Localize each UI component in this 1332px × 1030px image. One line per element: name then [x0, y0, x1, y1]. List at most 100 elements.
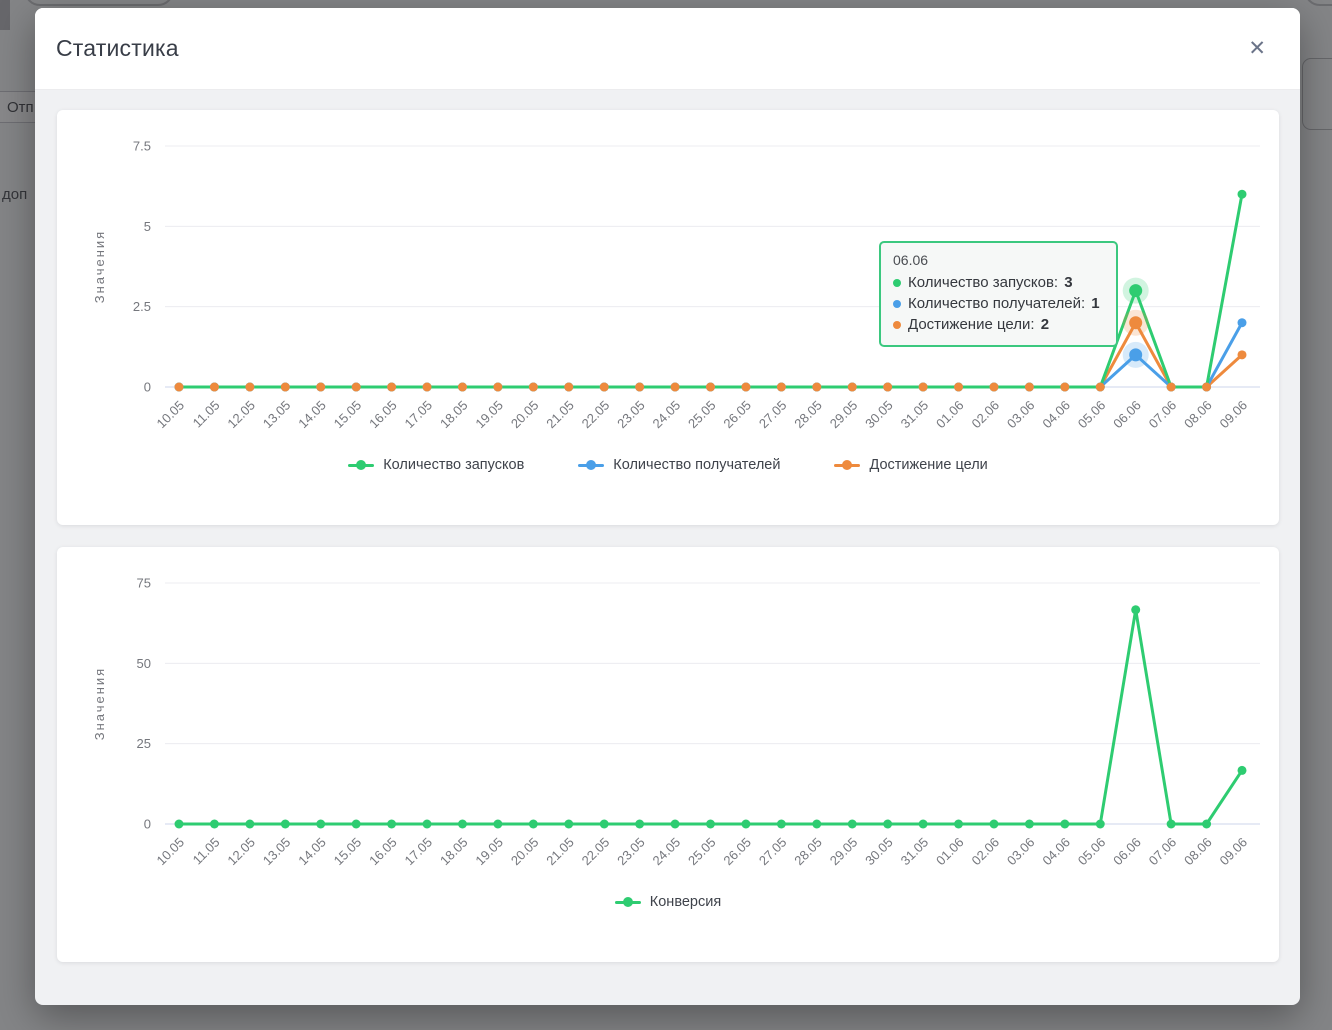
launches-chart-legend: Количество запусков Количество получателе…	[57, 457, 1279, 473]
modal-header: Статистика ✕	[35, 8, 1300, 90]
data-point	[883, 819, 893, 829]
data-point	[564, 819, 574, 829]
x-tick-label: 24.05	[650, 835, 684, 869]
x-tick-label: 01.06	[933, 398, 967, 432]
tooltip-row: Количество получателей: 1	[893, 293, 1104, 314]
x-tick-label: 11.05	[190, 398, 223, 431]
x-tick-label: 31.05	[898, 835, 932, 869]
data-point	[280, 382, 290, 392]
data-point	[1024, 382, 1034, 392]
data-point	[493, 382, 503, 392]
x-tick-label: 29.05	[827, 398, 861, 432]
x-tick-label: 20.05	[508, 835, 542, 869]
data-point	[280, 819, 290, 829]
x-tick-label: 22.05	[579, 398, 613, 432]
data-point	[1166, 382, 1176, 392]
tooltip-row: Достижение цели: 2	[893, 314, 1104, 335]
x-tick-label: 23.05	[614, 835, 648, 869]
data-point	[1237, 350, 1247, 360]
x-tick-label: 18.05	[437, 398, 471, 432]
x-tick-label: 15.05	[331, 398, 365, 432]
x-tick-label: 26.05	[720, 398, 754, 432]
x-tick-label: 14.05	[295, 835, 329, 869]
data-point	[776, 819, 786, 829]
x-tick-label: 27.05	[756, 835, 790, 869]
y-tick-label: 5	[144, 219, 151, 234]
x-tick-label: 09.06	[1217, 398, 1251, 432]
x-tick-label: 03.06	[1004, 835, 1038, 869]
x-tick-label: 21.05	[543, 835, 577, 869]
x-tick-label: 05.06	[1075, 835, 1109, 869]
data-point	[528, 382, 538, 392]
legend-label: Достижение цели	[869, 457, 988, 473]
legend-item[interactable]: Количество запусков	[348, 457, 524, 473]
x-tick-label: 19.05	[472, 398, 506, 432]
tooltip-series-value: 1	[1091, 295, 1100, 312]
data-point	[564, 382, 574, 392]
x-tick-label: 02.06	[968, 835, 1002, 869]
data-point	[670, 382, 680, 392]
tooltip-series-dot-icon	[893, 299, 901, 308]
data-point	[741, 382, 751, 392]
data-point	[989, 819, 999, 829]
data-point	[1237, 765, 1247, 775]
tooltip-date: 06.06	[893, 252, 929, 268]
data-point	[599, 382, 609, 392]
x-tick-label: 29.05	[827, 835, 861, 869]
x-tick-label: 04.06	[1039, 398, 1073, 432]
x-tick-label: 19.05	[472, 835, 506, 869]
data-point	[1166, 819, 1176, 829]
data-point	[528, 819, 538, 829]
x-tick-label: 05.06	[1075, 398, 1109, 432]
x-tick-label: 08.06	[1181, 835, 1215, 869]
x-tick-label: 23.05	[614, 398, 648, 432]
close-icon[interactable]: ✕	[1248, 37, 1266, 60]
x-tick-label: 11.05	[190, 835, 223, 868]
x-tick-label: 10.05	[154, 835, 188, 869]
x-tick-label: 07.06	[1146, 398, 1180, 432]
conversion-chart[interactable]: 0 25 50 75 Значения 10.05 11.05 12.05 13.05 14.05…	[57, 547, 1279, 887]
data-point	[457, 382, 467, 392]
legend-item[interactable]: Достижение цели	[834, 457, 988, 473]
data-point	[599, 819, 609, 829]
data-point	[174, 382, 184, 392]
data-point	[954, 819, 964, 829]
data-point	[776, 382, 786, 392]
x-tick-label: 10.05	[154, 398, 188, 432]
data-point	[209, 819, 219, 829]
tooltip-series-dot-icon	[893, 320, 901, 329]
y-tick-label: 2.5	[133, 299, 151, 314]
data-point	[918, 382, 928, 392]
x-tick-label: 02.06	[968, 398, 1002, 432]
legend-item[interactable]: Конверсия	[614, 894, 721, 910]
data-point	[1202, 819, 1212, 829]
x-tick-label: 01.06	[933, 835, 967, 869]
data-point	[316, 819, 326, 829]
x-tick-label: 31.05	[898, 398, 932, 432]
tooltip-series-value: 3	[1064, 274, 1073, 291]
series-line	[177, 608, 1244, 826]
x-tick-label: 25.05	[685, 835, 719, 869]
launches-chart[interactable]: 0 2.5 5 7.5 Значения 10.05 11.05 12.05 13.05 14.0…	[57, 110, 1279, 450]
data-point	[387, 819, 397, 829]
data-point	[1131, 605, 1141, 615]
x-tick-label: 08.06	[1181, 398, 1215, 432]
x-tick-label: 21.05	[543, 398, 577, 432]
tooltip-row: Количество запусков: 3	[893, 272, 1104, 293]
data-point	[847, 382, 857, 392]
data-point	[422, 819, 432, 829]
legend-item[interactable]: Количество получателей	[578, 457, 780, 473]
chart-tooltip: 06.06 Количество запусков: 3 Количество п…	[879, 241, 1118, 347]
data-point	[174, 819, 184, 829]
x-tick-label: 16.05	[366, 398, 400, 432]
x-tick-label: 24.05	[650, 398, 684, 432]
tooltip-series-text: Достижение цели: 2	[908, 316, 1050, 333]
tooltip-series-text: Количество запусков: 3	[908, 274, 1073, 291]
y-tick-label: 25	[137, 736, 151, 751]
y-tick-label: 0	[144, 817, 151, 832]
data-point	[493, 819, 503, 829]
data-point	[635, 382, 645, 392]
x-tick-label: 04.06	[1039, 835, 1073, 869]
data-point	[316, 382, 326, 392]
data-point	[989, 382, 999, 392]
